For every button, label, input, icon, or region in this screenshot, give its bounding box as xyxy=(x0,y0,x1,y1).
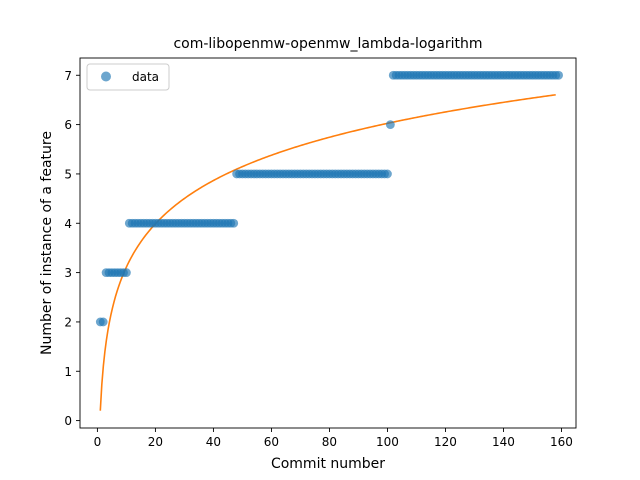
y-tick-label: 6 xyxy=(64,118,72,132)
data-point xyxy=(554,70,563,80)
x-tick-label: 140 xyxy=(492,435,515,449)
legend-marker-data xyxy=(101,71,111,82)
x-tick-label: 20 xyxy=(148,435,163,449)
y-tick-label: 1 xyxy=(64,365,72,379)
y-tick-label: 4 xyxy=(64,217,72,231)
axes xyxy=(79,57,577,429)
legend-label-data: data xyxy=(132,70,159,84)
x-axis-label: Commit number xyxy=(271,456,385,472)
data-point xyxy=(383,169,392,179)
fit-line-layer xyxy=(99,93,556,411)
legend-box xyxy=(86,63,170,91)
x-tick-label: 160 xyxy=(550,435,573,449)
x-tick-label: 120 xyxy=(434,435,457,449)
x-tick-label: 80 xyxy=(322,435,337,449)
x-tick-label: 60 xyxy=(264,435,279,449)
y-tick-label: 0 xyxy=(64,414,72,428)
y-tick-label: 7 xyxy=(64,69,72,83)
axes-frame xyxy=(79,57,577,429)
legend: data xyxy=(86,63,170,91)
data-point xyxy=(385,120,395,129)
data-points-layer xyxy=(95,70,563,327)
y-tick-label: 5 xyxy=(64,167,72,181)
plot-area xyxy=(80,58,576,428)
data-point xyxy=(122,268,131,277)
y-tick-label: 2 xyxy=(64,315,72,329)
x-tick-label: 0 xyxy=(94,435,102,449)
x-ticks: 0 20 40 60 80 100 120 140 160 xyxy=(94,428,573,449)
data-point xyxy=(229,218,239,228)
chart-title: com-libopenmw-openmw_lambda-logarithm xyxy=(173,36,482,52)
y-ticks: 0 1 2 3 4 5 6 7 xyxy=(64,69,80,428)
y-axis-label: Number of instance of a feature xyxy=(39,131,55,355)
fit-line xyxy=(99,93,556,411)
y-tick-label: 3 xyxy=(64,266,72,280)
data-point xyxy=(98,317,108,327)
x-tick-label: 100 xyxy=(376,435,399,449)
x-tick-label: 40 xyxy=(206,435,221,449)
